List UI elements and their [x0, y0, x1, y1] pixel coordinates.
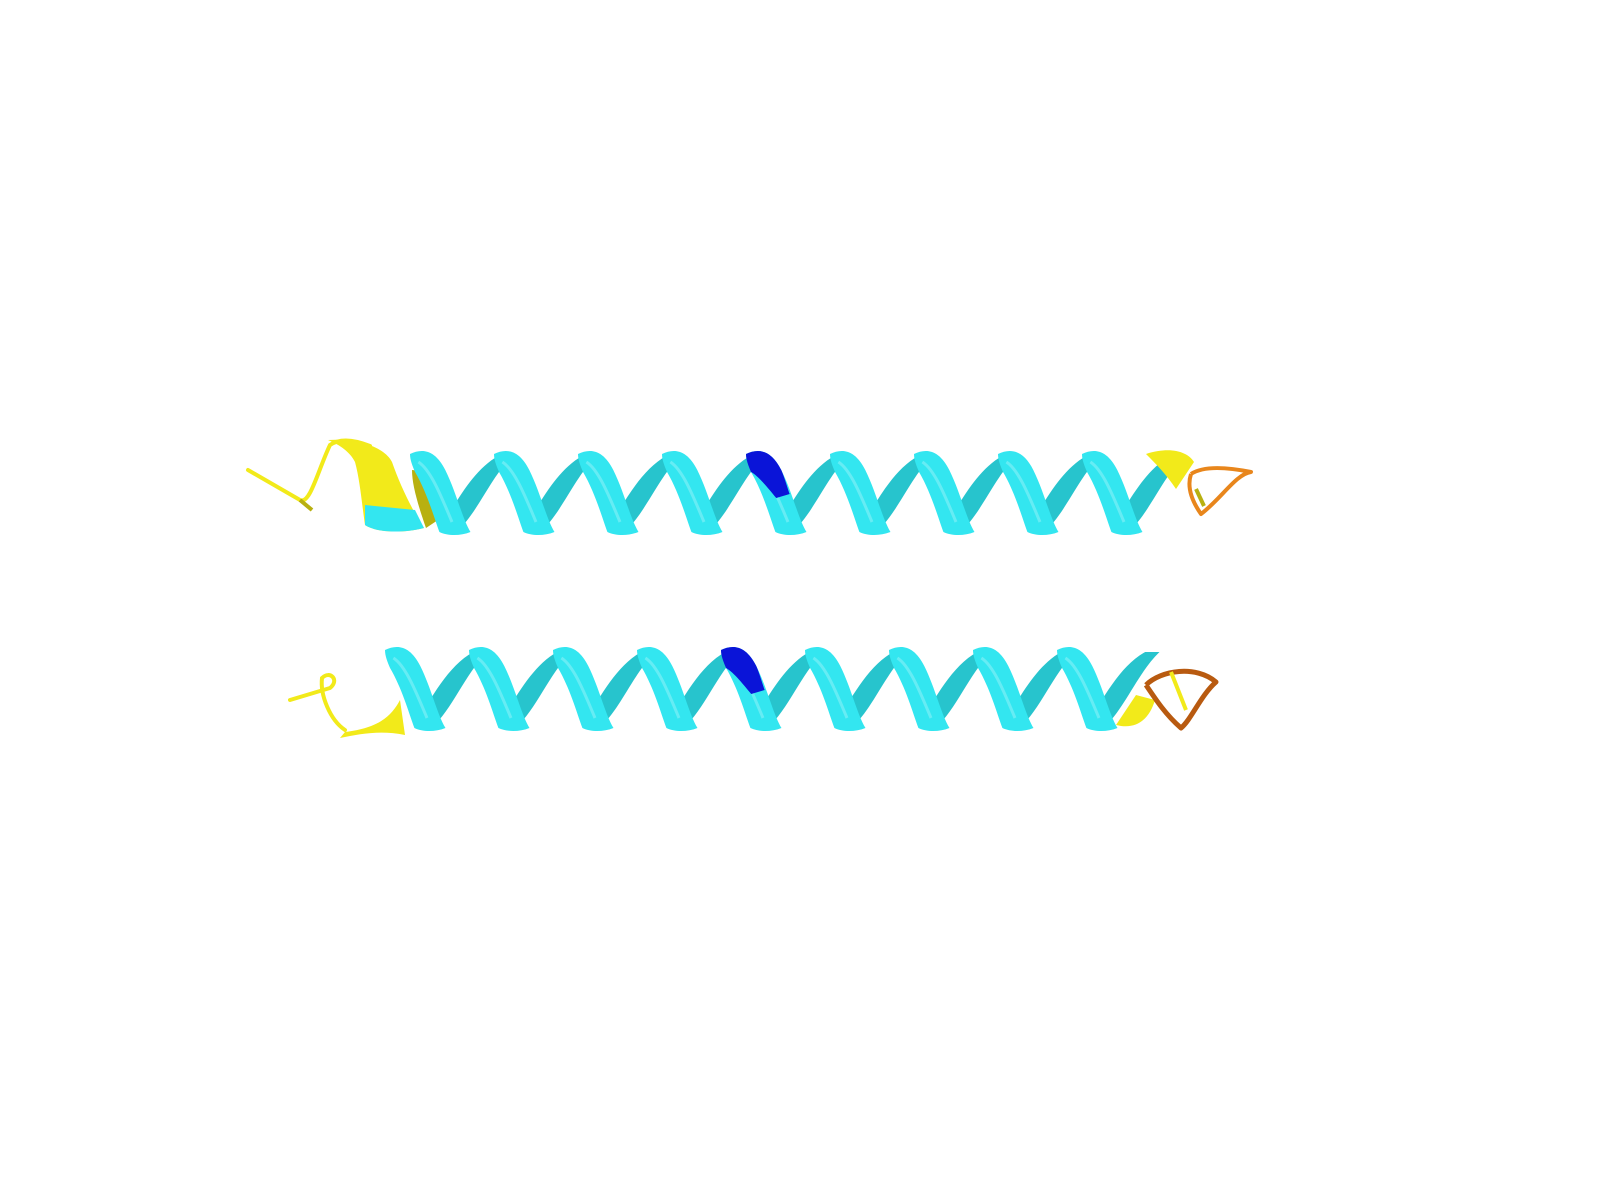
helix-turn-9-front [1082, 451, 1143, 535]
c-terminal-loop [1143, 668, 1219, 731]
n-terminal-tail [288, 673, 347, 732]
helix-turn-1-front [410, 451, 471, 535]
helix-turn-3-highlight [560, 656, 597, 719]
c-terminal-cap [1116, 695, 1155, 727]
n-terminal-cap-back [412, 470, 439, 528]
helix-turn-7-front [889, 647, 950, 731]
marker-residue-band [746, 451, 790, 498]
helix-turn-3-highlight [585, 460, 622, 523]
helix-turn-4-highlight [644, 656, 681, 719]
helix-turn-6-front [830, 451, 891, 535]
helix-turn-8-front [998, 451, 1059, 535]
n-terminal-tail-end [298, 498, 314, 512]
helix-turn-3-front [553, 647, 614, 731]
helix-turn-7-highlight [896, 656, 933, 719]
helix-turn-7-highlight [921, 460, 958, 523]
n-terminal-helix-cap [340, 700, 405, 738]
marker-residue-band [721, 647, 765, 694]
helix-chain-bottom [288, 647, 1219, 738]
helix-turn-9-highlight [1064, 656, 1101, 719]
helix-turn-4-highlight [669, 460, 706, 523]
helix-turn-4-front [662, 451, 723, 535]
helix-turn-2-highlight [476, 656, 513, 719]
helix-turn-2-front [494, 451, 555, 535]
c-terminal-stub [1194, 488, 1206, 507]
n-terminal-cap-transition [365, 505, 424, 532]
helix-turn-6-highlight [837, 460, 874, 523]
c-terminal-stub [1169, 671, 1188, 711]
c-terminal-loop [1187, 466, 1253, 516]
helix-turn-6-front [805, 647, 866, 731]
helix-turn-8-highlight [1005, 460, 1042, 523]
helix-turn-3-front [578, 451, 639, 535]
helix-turn-1-front [385, 647, 446, 731]
helix-turn-1-highlight [392, 656, 429, 719]
helix-turn-2-front [469, 647, 530, 731]
helix-turn-6-highlight [812, 656, 849, 719]
helix-chain-top [246, 438, 1253, 535]
helix-turn-9-highlight [1089, 460, 1126, 523]
helix-turn-9-front [1057, 647, 1118, 731]
helix-turn-7-front [914, 451, 975, 535]
helix-turn-2-highlight [501, 460, 538, 523]
helix-turn-8-front [973, 647, 1034, 731]
helix-turn-4-front [637, 647, 698, 731]
helix-turn-8-highlight [980, 656, 1017, 719]
helix-turn-1-highlight [417, 460, 454, 523]
c-terminal-cap [1146, 450, 1194, 489]
